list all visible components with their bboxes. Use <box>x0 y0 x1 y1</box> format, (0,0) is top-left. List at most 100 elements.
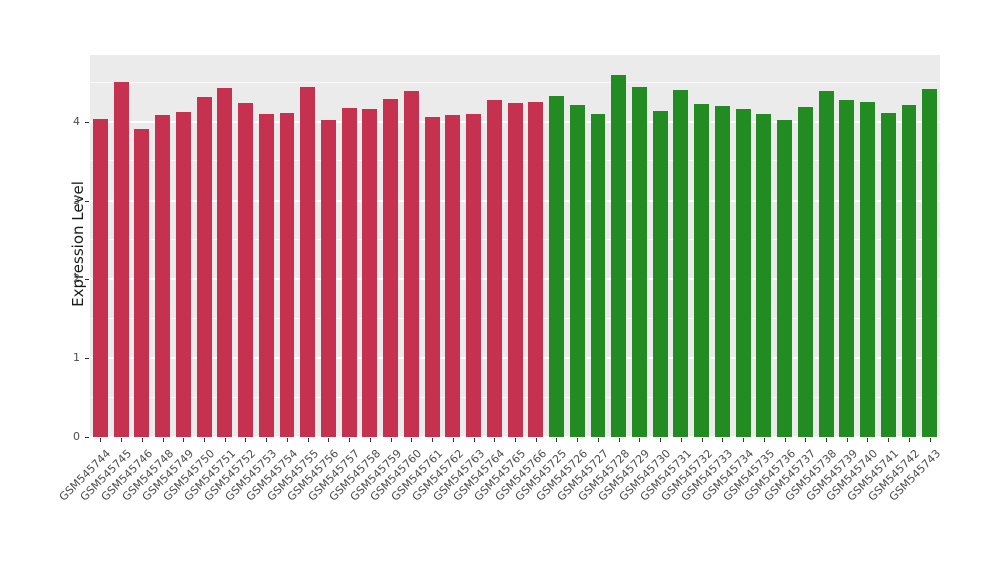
bar-slot <box>214 55 235 437</box>
bar-GSM545764 <box>486 99 502 437</box>
gridline-minor <box>90 81 940 83</box>
bar-GSM545766 <box>528 102 544 437</box>
x-tick-mark <box>929 438 931 442</box>
bar-GSM545730 <box>652 110 668 437</box>
bar-GSM545745 <box>113 81 129 437</box>
bar-GSM545740 <box>860 102 875 437</box>
x-tick-mark <box>432 438 434 442</box>
bar-slot <box>546 55 567 437</box>
bar-GSM545762 <box>445 114 461 437</box>
bar-GSM545726 <box>569 104 585 437</box>
x-tick-mark <box>660 438 662 442</box>
x-tick-mark <box>577 438 579 442</box>
bar-GSM545760 <box>403 91 419 437</box>
bar-GSM545754 <box>279 113 295 437</box>
bar-slot <box>380 55 401 437</box>
x-tick-mark <box>141 438 143 442</box>
bar-slot <box>484 55 505 437</box>
bar-GSM545763 <box>466 114 482 437</box>
x-tick-mark <box>328 438 330 442</box>
bar-GSM545728 <box>611 75 627 437</box>
x-tick-mark <box>286 438 288 442</box>
x-tick-mark <box>763 438 765 442</box>
x-tick-mark <box>888 438 890 442</box>
bar-GSM545761 <box>424 117 440 437</box>
gridline-major <box>90 436 940 438</box>
bar-GSM545755 <box>300 86 316 437</box>
y-tick-mark <box>85 200 89 202</box>
y-tick-mark <box>85 279 89 281</box>
bar-slot <box>173 55 194 437</box>
bar-slot <box>422 55 443 437</box>
x-tick-mark <box>701 438 703 442</box>
bar-GSM545742 <box>901 104 917 437</box>
x-tick-mark <box>743 438 745 442</box>
bar-slot <box>671 55 692 437</box>
x-tick-mark <box>307 438 309 442</box>
x-tick-mark <box>639 438 641 442</box>
bar-slot <box>774 55 795 437</box>
bar-GSM545735 <box>756 114 772 437</box>
y-axis-title: Expression Level <box>69 181 87 307</box>
bar-GSM545748 <box>155 114 171 437</box>
bar-slot <box>733 55 754 437</box>
x-tick-mark <box>204 438 206 442</box>
x-tick-mark <box>556 438 558 442</box>
bar-slot <box>277 55 298 437</box>
bar-GSM545750 <box>196 96 212 437</box>
x-tick-mark <box>618 438 620 442</box>
x-tick-mark <box>535 438 537 442</box>
y-tick-label: 4 <box>73 114 80 128</box>
bar-slot <box>899 55 920 437</box>
x-tick-mark <box>452 438 454 442</box>
x-tick-mark <box>183 438 185 442</box>
x-tick-mark <box>121 438 123 442</box>
x-tick-mark <box>494 438 496 442</box>
bar-slot <box>712 55 733 437</box>
y-tick-mark <box>85 121 89 123</box>
bar-slot <box>857 55 878 437</box>
x-tick-mark <box>722 438 724 442</box>
bar-GSM545753 <box>258 114 274 437</box>
bar-GSM545746 <box>134 129 150 437</box>
x-tick-mark <box>369 438 371 442</box>
bar-GSM545749 <box>175 111 191 437</box>
bar-slot <box>505 55 526 437</box>
bar-GSM545741 <box>880 113 896 437</box>
x-tick-mark <box>908 438 910 442</box>
bar-slot <box>795 55 816 437</box>
bar-slot <box>131 55 152 437</box>
bar-GSM545736 <box>777 119 793 437</box>
bar-slot <box>629 55 650 437</box>
bar-slot <box>691 55 712 437</box>
x-tick-mark <box>825 438 827 442</box>
bar-slot <box>567 55 588 437</box>
bar-slot <box>754 55 775 437</box>
bar-GSM545738 <box>818 91 834 437</box>
bar-GSM545731 <box>673 89 689 437</box>
bar-slot <box>463 55 484 437</box>
x-tick-mark <box>245 438 247 442</box>
bar-GSM545729 <box>632 86 647 437</box>
bar-slot <box>297 55 318 437</box>
y-tick-label: 3 <box>73 193 80 207</box>
x-tick-mark <box>597 438 599 442</box>
bar-slot <box>318 55 339 437</box>
bar-GSM545727 <box>590 114 606 437</box>
bar-GSM545732 <box>694 103 710 437</box>
y-tick-mark <box>85 437 89 438</box>
x-tick-mark <box>100 438 102 442</box>
bar-GSM545752 <box>238 103 253 437</box>
x-tick-mark <box>846 438 848 442</box>
bar-slot <box>608 55 629 437</box>
bar-GSM545737 <box>797 106 813 437</box>
bar-slot <box>816 55 837 437</box>
x-tick-mark <box>805 438 807 442</box>
bar-GSM545759 <box>383 99 399 437</box>
x-tick-mark <box>867 438 869 442</box>
x-tick-mark <box>473 438 475 442</box>
bar-slot <box>442 55 463 437</box>
bar-GSM545739 <box>839 99 855 437</box>
x-tick-mark <box>390 438 392 442</box>
bar-GSM545758 <box>362 108 378 437</box>
